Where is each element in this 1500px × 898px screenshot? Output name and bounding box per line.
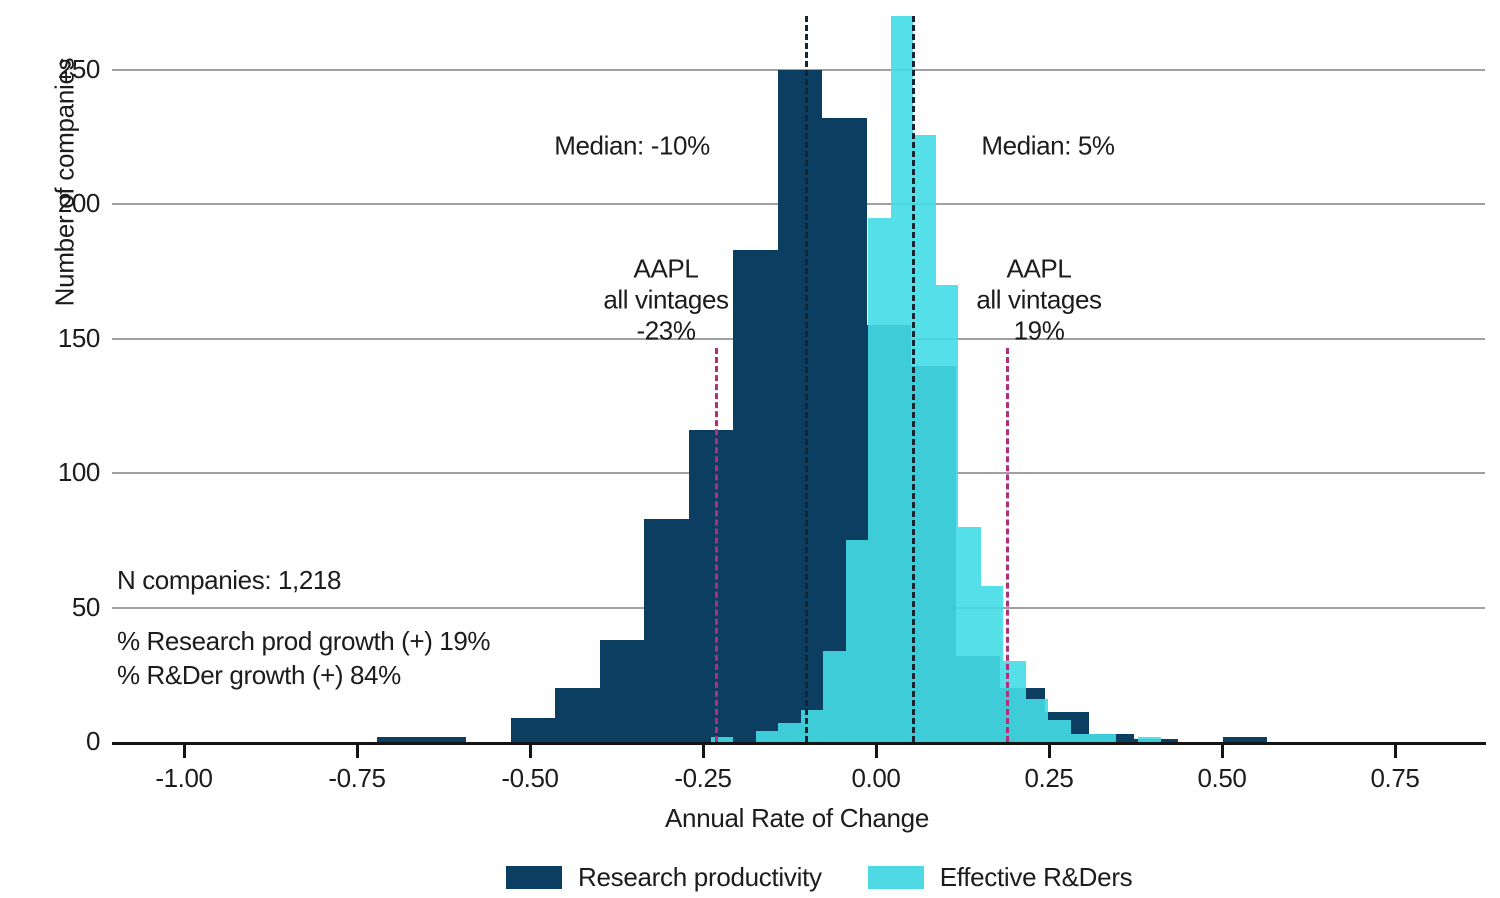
y-axis-title: Number of companies [49,57,80,307]
aapl-label-left-line2: all vintages [603,284,729,315]
x-tick-mark-0.50 [1220,744,1224,758]
median-line-right [911,16,915,742]
histogram-bar-effective-rders [823,650,846,742]
x-tick-mark-0.75 [1393,744,1397,758]
histogram-bar-effective-rders [958,526,981,742]
x-tick-label-0.75: 0.75 [1370,763,1420,793]
histogram-bar-effective-rders [868,217,891,742]
x-tick-label--0.50: -0.50 [501,763,559,793]
histogram-bar-effective-rders [1138,736,1161,742]
x-tick-label--1.00: -1.00 [155,763,213,793]
x-tick-mark-0.25 [1047,744,1051,758]
histogram-bar-research-productivity [599,639,645,742]
histogram-bar-effective-rders [778,723,801,742]
histogram-bar-effective-rders [755,731,779,742]
y-tick-label-0: 0 [85,726,100,756]
y-tick-label-100: 100 [57,457,101,488]
histogram-bar-research-productivity [644,518,689,742]
x-tick-mark-0.00 [874,744,878,758]
aapl-label-left: AAPL all vintages -23% [603,253,729,347]
median-label-left: Median: -10% [554,130,710,161]
x-tick-mark--0.25 [701,744,705,758]
y-tick-label-250: 250 [57,54,101,84]
histogram-bar-research-productivity [555,688,600,742]
aapl-line-right [1005,348,1009,742]
x-axis-line [112,742,1486,745]
histogram-bar-effective-rders [1093,733,1116,742]
x-tick-mark--0.75 [355,744,359,758]
histogram-bar-effective-rders [1025,698,1049,742]
aapl-label-right: AAPL all vintages 19% [976,253,1102,347]
histogram-bar-effective-rders [845,540,869,742]
legend-swatch-effective-rders [867,866,924,889]
histogram-bar-research-productivity [510,717,556,742]
histogram-bar-research-productivity [1222,736,1268,742]
x-tick-label-0.25: 0.25 [1024,763,1074,793]
median-label-right: Median: 5% [981,130,1115,161]
x-tick-mark--0.50 [528,744,532,758]
histogram-bar-research-productivity [688,430,734,742]
histogram-bar-effective-rders [890,16,914,742]
y-tick-label-200: 200 [57,188,101,219]
stats-rder-growth: % R&Der growth (+) 84% [117,660,401,690]
x-tick-label-0.00: 0.00 [851,763,901,793]
stats-research-prod-growth: % Research prod growth (+) 19% [117,626,491,656]
x-tick-mark--1.00 [182,744,186,758]
aapl-label-right-line1: AAPL [1006,253,1072,284]
legend-label-research-productivity: Research productivity [578,862,822,892]
median-line-left [805,16,809,742]
x-tick-label--0.75: -0.75 [328,763,386,793]
histogram-bar-research-productivity [777,70,823,742]
legend-item-research-productivity: Research productivity [506,862,822,893]
legend-item-effective-rders: Effective R&Ders [867,862,1133,893]
histogram-bar-effective-rders [980,586,1004,742]
aapl-label-right-line2: all vintages [976,284,1102,315]
legend: Research productivity Effective R&Ders [506,862,1133,893]
x-tick-label-0.50: 0.50 [1197,763,1247,793]
stats-n-companies: N companies: 1,218 [117,565,342,595]
aapl-line-left [715,348,719,742]
histogram-bar-research-productivity [377,736,422,742]
histogram-bar-effective-rders [710,736,734,742]
y-tick-label-50: 50 [71,591,101,622]
histogram-bar-effective-rders [1070,733,1094,742]
y-tick-label-150: 150 [57,322,101,353]
histogram-bar-research-productivity [421,736,467,742]
x-axis-title: Annual Rate of Change [664,803,930,833]
histogram-bar-effective-rders [800,709,824,742]
histogram-bar-research-productivity [733,250,778,742]
x-tick-label--0.25: -0.25 [674,763,732,793]
aapl-label-left-line3: -23% [636,315,696,346]
aapl-label-right-line3: 19% [1013,315,1065,346]
histogram-bar-effective-rders [913,134,936,742]
legend-label-effective-rders: Effective R&Ders [939,862,1133,892]
histogram-bar-effective-rders [1048,720,1071,742]
legend-swatch-research-productivity [506,866,562,889]
aapl-label-left-line1: AAPL [633,253,699,284]
histogram-bar-effective-rders [935,285,959,742]
